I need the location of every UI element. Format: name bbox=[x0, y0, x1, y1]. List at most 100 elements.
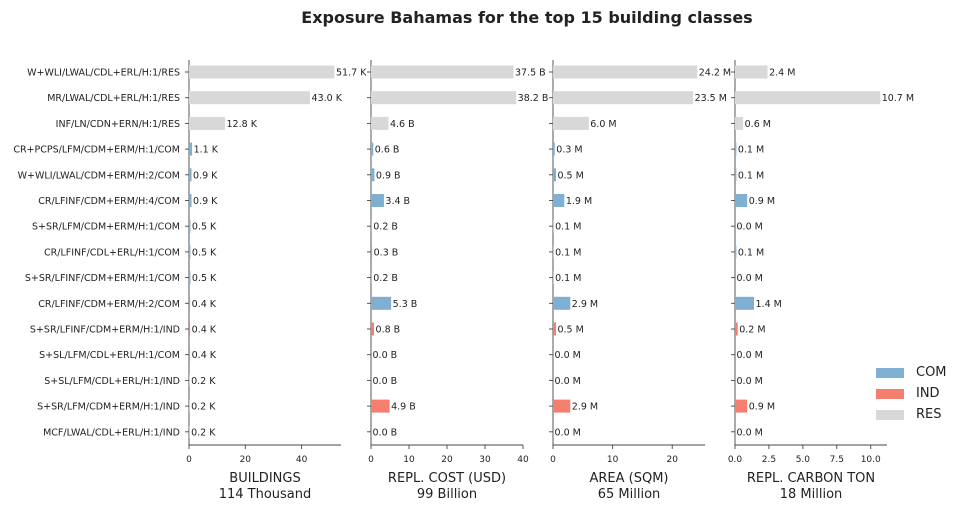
x-tick-label: 0 bbox=[368, 455, 374, 465]
bar-value-label: 2.9 M bbox=[572, 402, 598, 413]
bar bbox=[371, 142, 374, 156]
legend-label-ind: IND bbox=[916, 386, 940, 401]
bar bbox=[371, 116, 389, 130]
x-tick-label: 20 bbox=[441, 455, 453, 465]
bar-value-label: 0.2 B bbox=[373, 222, 398, 233]
legend: COM IND RES bbox=[876, 362, 947, 425]
bar bbox=[189, 271, 191, 285]
bar-value-label: 0.8 B bbox=[376, 325, 401, 336]
bar-value-label: 2.4 M bbox=[769, 68, 795, 79]
x-tick-label: 40 bbox=[517, 455, 529, 465]
bar-value-label: 0.3 M bbox=[556, 145, 582, 156]
legend-label-com: COM bbox=[916, 365, 947, 380]
bar-value-label: 0.4 K bbox=[192, 299, 217, 310]
legend-item-res: RES bbox=[876, 404, 947, 425]
bar bbox=[553, 142, 555, 156]
bar bbox=[553, 399, 571, 413]
x-tick-label: 10 bbox=[607, 455, 619, 465]
bar-value-label: 10.7 M bbox=[882, 93, 914, 104]
bar-value-label: 0.6 B bbox=[375, 145, 400, 156]
legend-item-ind: IND bbox=[876, 383, 947, 404]
category-label: MCF/LWAL/CDL+ERL/H:1/IND bbox=[43, 427, 180, 438]
legend-swatch-com bbox=[876, 367, 904, 378]
bar-value-label: 0.1 M bbox=[555, 247, 581, 258]
bar-value-label: 23.5 M bbox=[695, 93, 727, 104]
bar bbox=[553, 65, 698, 79]
bar-value-label: 0.4 K bbox=[192, 325, 217, 336]
category-label: CR+PCPS/LFM/CDM+ERM/H:1/COM bbox=[13, 145, 180, 156]
bar-value-label: 0.0 M bbox=[737, 427, 763, 438]
bar bbox=[189, 373, 190, 387]
bar bbox=[553, 116, 589, 130]
bar bbox=[735, 168, 737, 182]
category-label: S+SL/LFM/CDL+ERL/H:1/COM bbox=[39, 350, 180, 361]
x-axis-label: BUILDINGS bbox=[229, 471, 300, 486]
bar-value-label: 0.9 K bbox=[193, 170, 218, 181]
bar-value-label: 0.9 B bbox=[376, 170, 401, 181]
bar-value-label: 0.6 M bbox=[745, 119, 771, 130]
bar-value-label: 38.2 B bbox=[518, 93, 549, 104]
bar bbox=[371, 322, 375, 336]
bar-value-label: 24.2 M bbox=[699, 68, 731, 79]
x-axis-total: 65 Million bbox=[598, 487, 661, 502]
bar bbox=[189, 322, 191, 336]
bar bbox=[553, 271, 554, 285]
bar-value-label: 0.4 K bbox=[192, 350, 217, 361]
legend-swatch-ind bbox=[876, 388, 904, 399]
bar-value-label: 4.9 B bbox=[391, 402, 416, 413]
bar-value-label: 0.2 K bbox=[191, 376, 216, 387]
bar-value-label: 0.5 K bbox=[192, 222, 217, 233]
x-axis-label: REPL. CARBON TON bbox=[747, 471, 875, 486]
category-label: S+SR/LFM/CDM+ERM/H:1/IND bbox=[37, 402, 180, 413]
bar-value-label: 4.6 B bbox=[390, 119, 415, 130]
bar bbox=[371, 296, 392, 310]
bar bbox=[553, 91, 694, 105]
bar-value-label: 0.0 B bbox=[373, 427, 398, 438]
bar bbox=[189, 116, 226, 130]
bar-value-label: 0.9 K bbox=[193, 196, 218, 207]
bar bbox=[371, 219, 372, 233]
bar bbox=[735, 116, 744, 130]
bar-value-label: 5.3 B bbox=[393, 299, 418, 310]
bar-value-label: 6.0 M bbox=[590, 119, 616, 130]
bar-value-label: 0.2 K bbox=[191, 402, 216, 413]
bar-value-label: 3.4 B bbox=[385, 196, 410, 207]
bar-value-label: 1.9 M bbox=[566, 196, 592, 207]
bar bbox=[371, 65, 514, 79]
bar-value-label: 1.1 K bbox=[194, 145, 219, 156]
bar-value-label: 0.5 K bbox=[192, 247, 217, 258]
bar bbox=[735, 194, 748, 207]
bar bbox=[189, 142, 193, 156]
bar-value-label: 0.0 M bbox=[737, 222, 763, 233]
bar bbox=[553, 296, 571, 310]
bar bbox=[189, 348, 191, 362]
bar-value-label: 0.0 M bbox=[737, 350, 763, 361]
bar bbox=[371, 271, 372, 285]
bar-value-label: 0.0 M bbox=[737, 376, 763, 387]
x-axis-total: 18 Million bbox=[780, 487, 843, 502]
bar bbox=[735, 142, 737, 156]
bar bbox=[553, 245, 554, 259]
bar bbox=[371, 399, 390, 413]
bar bbox=[735, 65, 768, 79]
x-tick-label: 5.0 bbox=[796, 455, 811, 465]
bar-value-label: 0.0 M bbox=[555, 350, 581, 361]
x-axis-total: 114 Thousand bbox=[219, 487, 312, 502]
x-axis-label: AREA (SQM) bbox=[589, 471, 668, 486]
bar bbox=[189, 425, 190, 439]
bar-value-label: 0.9 M bbox=[749, 402, 775, 413]
bar bbox=[371, 168, 375, 182]
bar bbox=[735, 296, 754, 310]
bar bbox=[735, 399, 748, 413]
x-axis-label: REPL. COST (USD) bbox=[388, 471, 506, 486]
category-label: W+WLI/LWAL/CDL+ERL/H:1/RES bbox=[27, 68, 180, 79]
category-label: S+SR/LFINF/CDM+ERM/H:1/COM bbox=[25, 273, 180, 284]
bar-value-label: 0.0 M bbox=[555, 376, 581, 387]
bar-value-label: 1.4 M bbox=[756, 299, 782, 310]
bar-value-label: 51.7 K bbox=[336, 68, 367, 79]
bar bbox=[735, 245, 737, 259]
bar-value-label: 0.0 B bbox=[373, 376, 398, 387]
bar bbox=[189, 245, 191, 259]
bar bbox=[553, 168, 556, 182]
category-label: MR/LWAL/CDL+ERL/H:1/RES bbox=[47, 93, 180, 104]
